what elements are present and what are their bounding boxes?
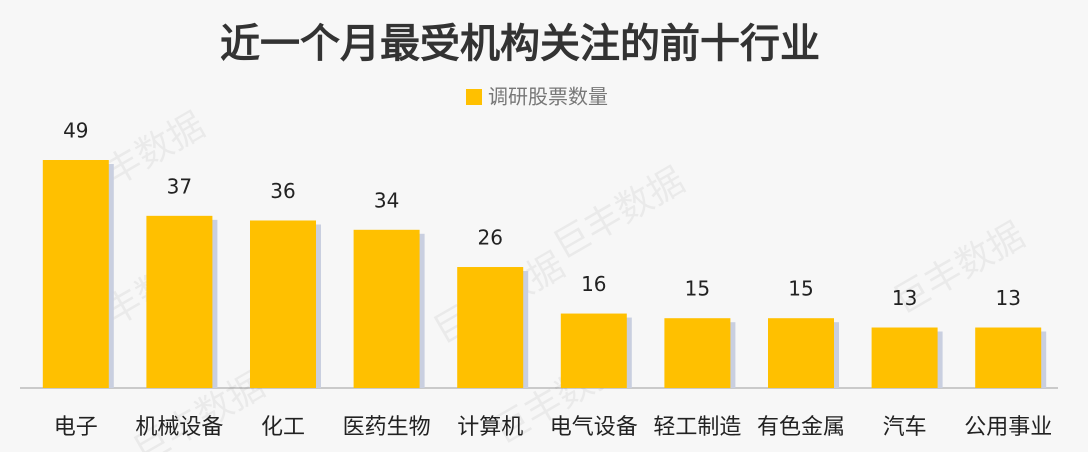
bar — [146, 215, 213, 388]
value-label: 15 — [788, 277, 813, 301]
x-tick-label: 轻工制造 — [653, 415, 741, 440]
value-label: 13 — [995, 286, 1020, 310]
x-tick-label: 化工 — [261, 415, 305, 440]
x-tick-label: 公用事业 — [964, 415, 1052, 440]
x-tick-label: 医药生物 — [343, 415, 431, 440]
bar — [768, 318, 834, 388]
x-tick-label: 有色金属 — [757, 415, 845, 440]
value-label: 49 — [63, 119, 88, 143]
value-label: 26 — [477, 226, 502, 250]
value-label: 37 — [167, 174, 192, 198]
bar — [871, 327, 938, 388]
chart-title: 近一个月最受机构关注的前十行业 — [220, 21, 820, 67]
bar — [250, 220, 316, 388]
value-label: 36 — [270, 179, 295, 203]
value-label: 13 — [892, 286, 917, 310]
x-tick-label: 电气设备 — [550, 415, 638, 440]
bar — [42, 160, 109, 388]
bar — [457, 267, 524, 388]
x-tick-label: 计算机 — [457, 415, 523, 440]
bar — [975, 327, 1042, 388]
x-tick-label: 机械设备 — [135, 415, 223, 440]
legend-swatch — [466, 89, 482, 105]
legend-label: 调研股票数量 — [488, 85, 608, 109]
value-label: 16 — [581, 272, 606, 296]
bar — [353, 229, 420, 388]
x-tick-label: 电子 — [54, 415, 98, 440]
x-tick-label: 汽车 — [883, 415, 927, 440]
bar — [560, 313, 627, 388]
value-label: 34 — [374, 188, 399, 212]
bar — [664, 318, 731, 388]
value-label: 15 — [685, 277, 710, 301]
